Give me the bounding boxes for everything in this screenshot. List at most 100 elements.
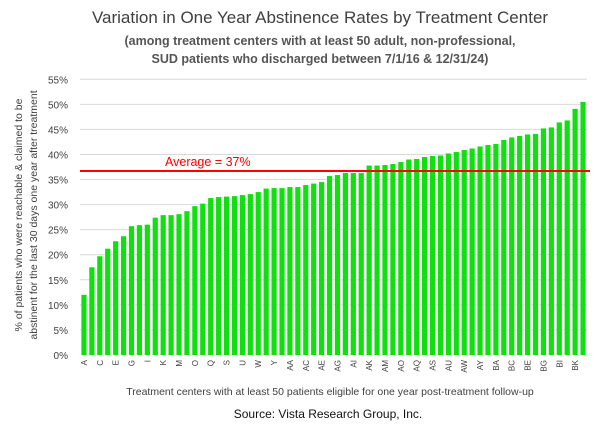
bar-AY — [477, 146, 483, 355]
x-tick-label: AM — [381, 360, 390, 372]
bar-AK — [366, 165, 372, 355]
bars — [81, 101, 586, 356]
bar-AC — [303, 185, 309, 355]
bar-BG — [540, 128, 547, 355]
x-tick-label: AS — [429, 360, 438, 371]
y-axis-title-line-2: abstinent for the last 30 days one year … — [28, 90, 40, 339]
bar-O — [192, 206, 198, 355]
y-tick-labels: 0% 5% 10% 15% 20% 25% 30% 35% 40% 45% 50% 55% — [48, 75, 68, 362]
bar-B — [89, 267, 95, 355]
bar-U — [239, 195, 245, 355]
bar-E — [113, 241, 119, 355]
x-tick-label: AY — [476, 359, 485, 370]
x-tick-label: BE — [524, 360, 533, 371]
bar-H — [136, 225, 143, 355]
x-tick-label: S — [223, 360, 232, 365]
y-tick-label: 20% — [48, 251, 68, 262]
bar-AF — [326, 176, 333, 355]
source-note: Source: Vista Research Group, Inc. — [234, 407, 423, 421]
bar-M — [176, 214, 182, 355]
bar-AB — [295, 187, 301, 355]
bar-A — [81, 294, 87, 355]
bar-AP — [406, 159, 412, 355]
x-tick-label: Q — [207, 360, 216, 366]
chart-subtitle-line-1: (among treatment centers with at least 5… — [124, 34, 515, 48]
bar-BJ — [564, 120, 570, 356]
bar-P — [200, 203, 206, 355]
bar-AG — [334, 175, 341, 355]
bar-R — [216, 197, 222, 355]
x-tick-label: C — [96, 360, 105, 366]
average-label: Average = 37% — [165, 155, 251, 169]
x-tick-label: BA — [492, 359, 501, 370]
bar-BI — [556, 122, 562, 355]
x-tick-label: AU — [444, 360, 453, 371]
bar-D — [105, 248, 111, 355]
y-tick-label: 0% — [54, 351, 69, 362]
bar-AN — [390, 164, 396, 355]
bar-AO — [398, 162, 404, 355]
x-tick-label: M — [175, 360, 184, 367]
bar-C — [97, 256, 103, 355]
y-tick-label: 5% — [54, 326, 69, 337]
bar-AR — [422, 156, 428, 355]
bar-BC — [509, 137, 515, 355]
y-tick-label: 45% — [48, 125, 68, 136]
x-tick-label: BI — [555, 360, 564, 368]
chart-subtitle-line-2: SUD patients who discharged between 7/1/… — [152, 52, 489, 66]
x-tick-label: AE — [318, 360, 327, 371]
bar-BD — [517, 135, 523, 355]
x-tick-label: BC — [508, 360, 517, 371]
bar-Z — [279, 188, 285, 355]
bar-AH — [342, 173, 348, 355]
bar-AV — [453, 151, 459, 355]
x-tick-label: AG — [333, 360, 342, 372]
bar-L — [168, 215, 174, 355]
bar-W — [255, 192, 261, 355]
x-tick-label: Y — [270, 359, 279, 365]
bar-AT — [437, 155, 444, 355]
x-tick-label: A — [80, 359, 89, 365]
y-tick-label: 10% — [48, 301, 68, 312]
bar-AM — [382, 165, 388, 355]
bar-AZ — [485, 144, 491, 355]
x-tick-labels: A C E G I K M O Q S U W Y AA AC AE AG AI AK AM AO AQ AS AU AW AY B… — [80, 359, 580, 372]
bar-F — [120, 236, 127, 355]
bar-AX — [469, 148, 475, 355]
x-tick-label: G — [127, 360, 136, 366]
x-axis-title: Treatment centers with at least 50 patie… — [126, 386, 534, 398]
x-tick-label: AI — [349, 360, 358, 368]
x-tick-label: K — [159, 359, 168, 365]
bar-AS — [429, 155, 436, 355]
x-tick-label: AO — [397, 360, 406, 372]
x-tick-label: AQ — [413, 360, 422, 372]
y-tick-label: 30% — [48, 201, 68, 212]
y-tick-label: 15% — [48, 276, 68, 287]
bar-N — [184, 211, 190, 355]
chart-title: Variation in One Year Abstinence Rates b… — [92, 8, 548, 27]
y-tick-label: 55% — [48, 75, 68, 86]
x-tick-label: O — [191, 360, 200, 366]
bar-BH — [548, 127, 554, 355]
y-tick-label: 35% — [48, 176, 68, 187]
x-tick-label: I — [143, 360, 152, 362]
bar-AI — [350, 173, 356, 355]
bar-BK — [572, 108, 578, 355]
bar-AA — [287, 187, 293, 355]
bar-I — [144, 224, 150, 355]
x-tick-label: AA — [286, 359, 295, 370]
bar-BE — [524, 134, 531, 355]
bar-Y — [271, 188, 277, 355]
bar-BB — [501, 139, 507, 355]
bar-AU — [445, 153, 451, 355]
x-tick-label: E — [112, 360, 121, 365]
y-axis-title-line-1: % of patients who were reachable & claim… — [13, 98, 25, 331]
bar-T — [231, 196, 238, 355]
bar-AL — [374, 165, 380, 355]
y-tick-label: 25% — [48, 226, 68, 237]
bar-G — [128, 226, 135, 355]
x-tick-label: AK — [365, 359, 374, 370]
x-tick-label: BG — [539, 360, 548, 372]
bar-V — [247, 194, 253, 355]
